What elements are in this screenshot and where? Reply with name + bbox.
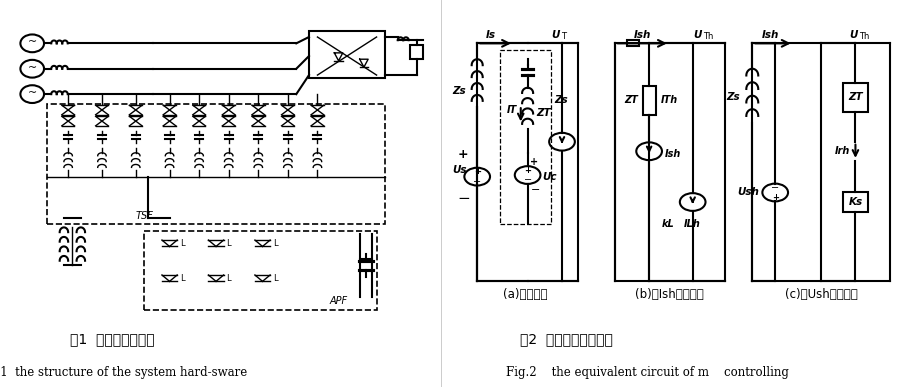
- Text: +: +: [474, 167, 481, 176]
- Text: L: L: [227, 274, 231, 283]
- Text: −: −: [473, 176, 481, 187]
- Bar: [843, 83, 868, 111]
- Text: ~: ~: [28, 63, 37, 73]
- Text: L: L: [273, 239, 278, 248]
- Text: −: −: [530, 185, 539, 195]
- Text: Th: Th: [859, 32, 869, 41]
- Bar: [410, 45, 423, 59]
- Text: ILh: ILh: [684, 219, 701, 229]
- Text: (b)对Ish等效电路: (b)对Ish等效电路: [636, 288, 704, 301]
- Text: ~: ~: [28, 88, 37, 98]
- Text: ZT: ZT: [536, 108, 550, 118]
- Text: U: U: [551, 29, 559, 39]
- Text: L: L: [227, 239, 231, 248]
- Text: L: L: [180, 239, 184, 248]
- Text: Th: Th: [703, 32, 714, 41]
- Text: Ish: Ish: [665, 149, 681, 159]
- Text: Ish: Ish: [634, 29, 651, 39]
- Text: Ks: Ks: [849, 197, 862, 207]
- Text: ITh: ITh: [661, 96, 678, 106]
- Text: ZT: ZT: [848, 92, 863, 102]
- Text: Irh: Irh: [834, 146, 850, 156]
- Text: TSF: TSF: [135, 211, 153, 221]
- Bar: [643, 86, 655, 115]
- Text: −: −: [457, 191, 470, 206]
- Text: 图1  系统硬件结构图: 图1 系统硬件结构图: [70, 333, 155, 347]
- Text: +: +: [530, 158, 539, 167]
- Text: Ish: Ish: [762, 29, 779, 39]
- Text: Fig.1  the structure of the system hard-sware: Fig.1 the structure of the system hard-s…: [0, 366, 247, 379]
- Text: L: L: [180, 274, 184, 283]
- Bar: [843, 192, 868, 212]
- Text: −: −: [523, 175, 531, 185]
- Text: Zs: Zs: [555, 95, 568, 105]
- Text: +: +: [458, 148, 468, 161]
- Text: (c)对Ush等效电路: (c)对Ush等效电路: [785, 288, 858, 301]
- Text: (a)等效电路: (a)等效电路: [503, 288, 547, 301]
- Text: IT: IT: [507, 105, 518, 115]
- Text: Zs: Zs: [452, 86, 466, 96]
- Text: Ush: Ush: [737, 187, 759, 197]
- Text: 图2  复合控制等效电路: 图2 复合控制等效电路: [520, 333, 613, 347]
- Text: +: +: [524, 166, 531, 175]
- Text: −: −: [771, 183, 779, 193]
- Bar: [627, 41, 639, 46]
- Text: Us: Us: [452, 165, 467, 175]
- Text: ~: ~: [28, 38, 37, 47]
- Text: APF: APF: [330, 296, 348, 306]
- Text: ZT: ZT: [624, 96, 637, 106]
- Text: L: L: [273, 274, 278, 283]
- Text: +: +: [771, 193, 779, 202]
- Bar: [309, 31, 385, 78]
- Text: Fig.2    the equivalent circuit of m    controlling: Fig.2 the equivalent circuit of m contro…: [506, 366, 788, 379]
- Text: U: U: [693, 29, 701, 39]
- Text: Is: Is: [486, 29, 496, 39]
- Text: U: U: [849, 29, 858, 39]
- Text: Zs: Zs: [725, 92, 740, 102]
- Text: kL: kL: [662, 219, 674, 229]
- Text: Uc: Uc: [542, 172, 556, 182]
- Text: T: T: [561, 32, 565, 41]
